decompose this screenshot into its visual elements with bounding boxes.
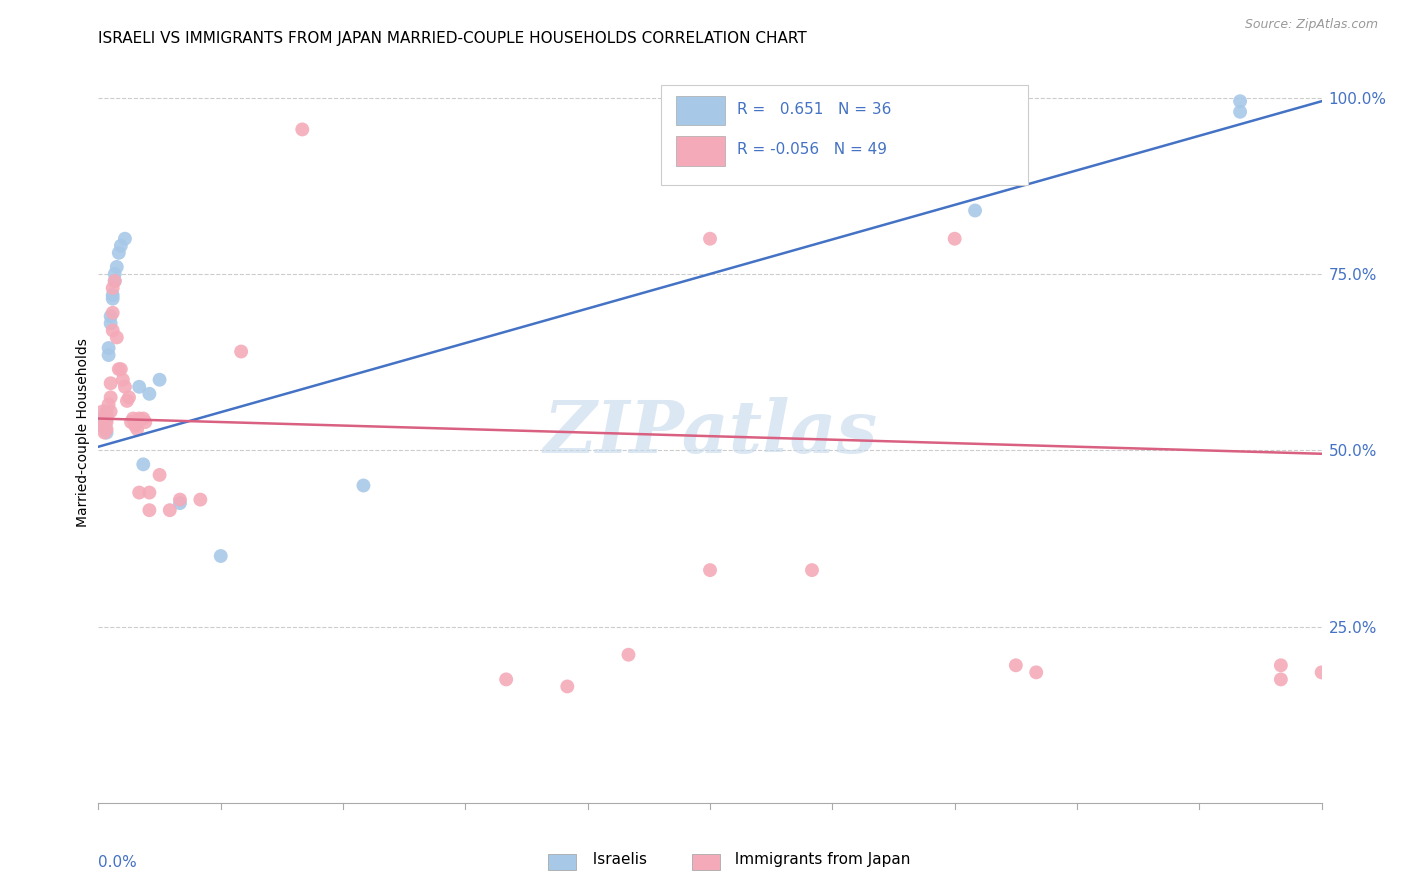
Point bbox=[943, 232, 966, 246]
Point bbox=[118, 390, 141, 404]
Point bbox=[1310, 665, 1333, 680]
Point bbox=[617, 648, 640, 662]
Point bbox=[96, 411, 118, 425]
Point bbox=[96, 415, 118, 429]
Point bbox=[138, 485, 160, 500]
Point bbox=[108, 362, 131, 376]
Point bbox=[110, 362, 132, 376]
Point bbox=[100, 310, 122, 324]
Point bbox=[93, 411, 115, 425]
Point bbox=[96, 404, 118, 418]
Text: Immigrants from Japan: Immigrants from Japan bbox=[725, 853, 911, 867]
Point bbox=[699, 232, 721, 246]
Point bbox=[110, 239, 132, 253]
Point bbox=[101, 288, 124, 302]
Point bbox=[91, 418, 114, 433]
Point bbox=[101, 323, 124, 337]
Point bbox=[699, 563, 721, 577]
Point bbox=[128, 485, 150, 500]
Point bbox=[965, 203, 987, 218]
Point bbox=[91, 404, 114, 418]
Point bbox=[128, 380, 150, 394]
Point bbox=[114, 232, 136, 246]
Point bbox=[108, 245, 131, 260]
Point bbox=[120, 415, 142, 429]
Point bbox=[122, 411, 145, 425]
Point bbox=[169, 492, 191, 507]
Point bbox=[101, 292, 124, 306]
Point bbox=[104, 274, 127, 288]
Point bbox=[100, 316, 122, 330]
Point bbox=[138, 503, 160, 517]
Point bbox=[149, 467, 172, 482]
Point bbox=[96, 408, 118, 422]
Point bbox=[100, 390, 122, 404]
Point bbox=[97, 397, 120, 411]
Text: R = -0.056   N = 49: R = -0.056 N = 49 bbox=[737, 143, 887, 157]
Point bbox=[188, 492, 212, 507]
Point bbox=[104, 274, 127, 288]
Point bbox=[127, 422, 149, 436]
Text: ZIPatlas: ZIPatlas bbox=[543, 397, 877, 468]
Point bbox=[93, 425, 115, 440]
Point bbox=[495, 673, 517, 687]
Point bbox=[1270, 658, 1292, 673]
Text: Israelis: Israelis bbox=[583, 853, 648, 867]
FancyBboxPatch shape bbox=[676, 136, 724, 166]
Point bbox=[352, 478, 374, 492]
Point bbox=[134, 415, 156, 429]
Point bbox=[104, 267, 127, 281]
FancyBboxPatch shape bbox=[661, 85, 1028, 185]
Point bbox=[97, 348, 120, 362]
Point bbox=[209, 549, 232, 563]
Point bbox=[132, 411, 155, 425]
Point bbox=[105, 260, 128, 274]
Point bbox=[114, 380, 136, 394]
Point bbox=[111, 373, 134, 387]
Point bbox=[97, 341, 120, 355]
Point bbox=[93, 418, 115, 433]
Text: Source: ZipAtlas.com: Source: ZipAtlas.com bbox=[1244, 18, 1378, 31]
Point bbox=[100, 404, 122, 418]
Point bbox=[1229, 94, 1251, 108]
Point bbox=[100, 376, 122, 391]
Y-axis label: Married-couple Households: Married-couple Households bbox=[76, 338, 90, 527]
Point bbox=[169, 496, 191, 510]
Point bbox=[91, 411, 114, 425]
Point bbox=[138, 387, 160, 401]
Point bbox=[1004, 658, 1026, 673]
Point bbox=[124, 418, 146, 433]
Point bbox=[96, 422, 118, 436]
Point bbox=[555, 680, 579, 694]
Point bbox=[101, 306, 124, 320]
Point bbox=[149, 373, 172, 387]
Point bbox=[1025, 665, 1047, 680]
Point bbox=[291, 122, 314, 136]
Point bbox=[101, 281, 124, 295]
Point bbox=[105, 330, 128, 344]
Point bbox=[159, 503, 181, 517]
Point bbox=[91, 418, 114, 433]
Point bbox=[93, 418, 115, 433]
Point bbox=[115, 393, 138, 408]
Text: 0.0%: 0.0% bbox=[98, 855, 138, 870]
Point bbox=[841, 147, 863, 161]
Point bbox=[1229, 104, 1251, 119]
FancyBboxPatch shape bbox=[676, 95, 724, 126]
Point bbox=[231, 344, 253, 359]
Text: R =   0.651   N = 36: R = 0.651 N = 36 bbox=[737, 102, 891, 117]
Point bbox=[132, 458, 155, 472]
Point bbox=[1270, 673, 1292, 687]
Text: ISRAELI VS IMMIGRANTS FROM JAPAN MARRIED-COUPLE HOUSEHOLDS CORRELATION CHART: ISRAELI VS IMMIGRANTS FROM JAPAN MARRIED… bbox=[98, 31, 807, 46]
Point bbox=[801, 563, 824, 577]
Point bbox=[96, 425, 118, 440]
Point bbox=[128, 411, 150, 425]
